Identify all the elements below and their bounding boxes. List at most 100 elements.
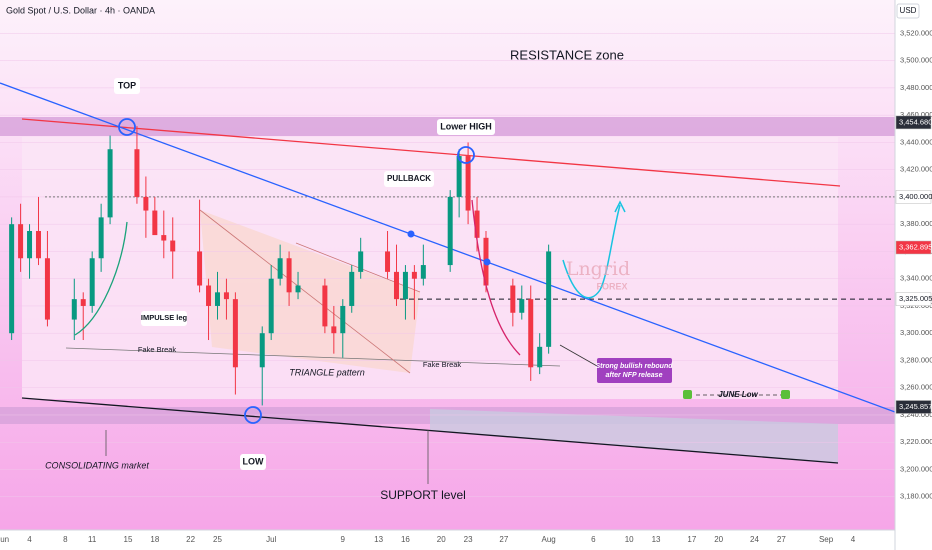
annotation: IMPULSE leg [141,313,188,322]
x-tick-label: Jul [266,535,276,544]
candle-body [465,156,471,211]
annotation: Fake Break [138,345,177,354]
x-tick-label: 9 [341,535,346,544]
x-tick-label: 25 [213,535,222,544]
x-tick-label: 22 [186,535,195,544]
annotation: after NFP release [606,372,663,379]
x-tick-label: 18 [150,535,159,544]
price-label: 3,245.857 [899,402,932,411]
candle-body [286,258,292,293]
grid [0,33,895,533]
impulse-arrow [74,221,128,336]
support-shade [430,409,838,463]
annotation: CONSOLIDATING market [45,460,149,470]
time-axis [0,530,895,550]
candle-body [223,292,229,300]
projection-arrow [614,200,626,213]
candle-body [44,258,50,320]
candle-body [447,196,453,266]
annotation: Lower HIGH [440,121,492,131]
annotation: RESISTANCE zone [510,47,624,62]
candle-body [107,149,113,218]
lower-high-marker [457,146,475,164]
annotation: LOW [243,456,264,466]
label-box [114,78,140,94]
x-tick-label: 13 [374,535,383,544]
candle-body [134,149,140,197]
touch-point [407,230,415,238]
candle-body [89,258,95,306]
candle-body [232,299,238,368]
y-tick-label: 3,200.000 [900,464,932,473]
top-marker [118,118,136,136]
x-tick-label: 17 [687,535,696,544]
candle-body [340,305,346,334]
candle-body [295,285,301,293]
price-label: 3,400.000 [899,192,932,201]
y-tick-label: 3,440.000 [900,137,932,146]
x-tick-label: 11 [88,535,97,544]
x-tick-label: 27 [777,535,786,544]
candle-body [277,258,283,279]
chart-title: Gold Spot / U.S. Dollar · 4h · OANDA [6,5,155,15]
callout-line [559,344,598,367]
y-tick-label: 3,220.000 [900,437,932,446]
pullback-arrow [471,199,521,356]
candle-body [18,224,24,259]
watermark: FOREX [596,281,627,291]
candle-body [170,240,176,252]
x-tick-label: Aug [542,535,556,544]
price-label: 3,454.680 [899,117,932,126]
x-tick-label: 16 [401,535,410,544]
candle-body [420,265,426,279]
y-tick-label: 3,480.000 [900,83,932,92]
y-tick-label: 3,520.000 [900,28,932,37]
price-label-box [895,292,932,306]
fake-break-line [65,347,561,367]
x-tick-label: 8 [63,535,68,544]
price-label-box [895,115,932,130]
triangle-shade [200,210,420,373]
x-tick-label: 15 [124,535,133,544]
candle-body [519,299,525,313]
candle-body [71,299,77,320]
price-label-box [895,400,932,414]
label-box [240,454,266,470]
x-tick-label: 6 [591,535,596,544]
x-tick-label: 23 [464,535,473,544]
candle-body [9,224,15,334]
candle-body [546,251,552,347]
low-marker [244,406,262,424]
x-tick-label: 13 [652,535,661,544]
check-icon [683,390,692,399]
candle-body [206,285,212,306]
x-tick-label: 4 [27,535,32,544]
check-icon [781,390,790,399]
watermark: Lngrid [566,258,630,280]
label-box [437,119,495,135]
y-tick-label: 3,460.000 [900,110,932,119]
candle-body [349,271,355,306]
x-tick-label: 4 [851,535,856,544]
price-axis [895,0,932,550]
support-trendline [21,397,839,464]
y-tick-label: 3,260.000 [900,383,932,392]
x-tick-label: Sep [819,535,834,544]
candle-body [358,251,364,272]
candle-body [161,235,167,241]
axes: 3,180.000 3,200.000 3,220.000 3,240.000 3,26… [0,28,932,544]
y-tick-label: 3,380.000 [900,219,932,228]
x-tick-label: 20 [714,535,723,544]
candle-body [474,210,480,238]
annotation: Strong bullish rebound [596,363,674,370]
candle-body [80,299,86,306]
candle-body [197,251,203,286]
x-tick-label: 20 [437,535,446,544]
annotation: TRIANGLE pattern [289,367,365,377]
candle-body [98,217,104,259]
y-tick-label: 3,420.000 [900,165,932,174]
red-trendline [21,118,841,187]
candle-body [456,156,462,197]
triangle-edge [295,242,421,293]
projection-path [562,204,621,299]
